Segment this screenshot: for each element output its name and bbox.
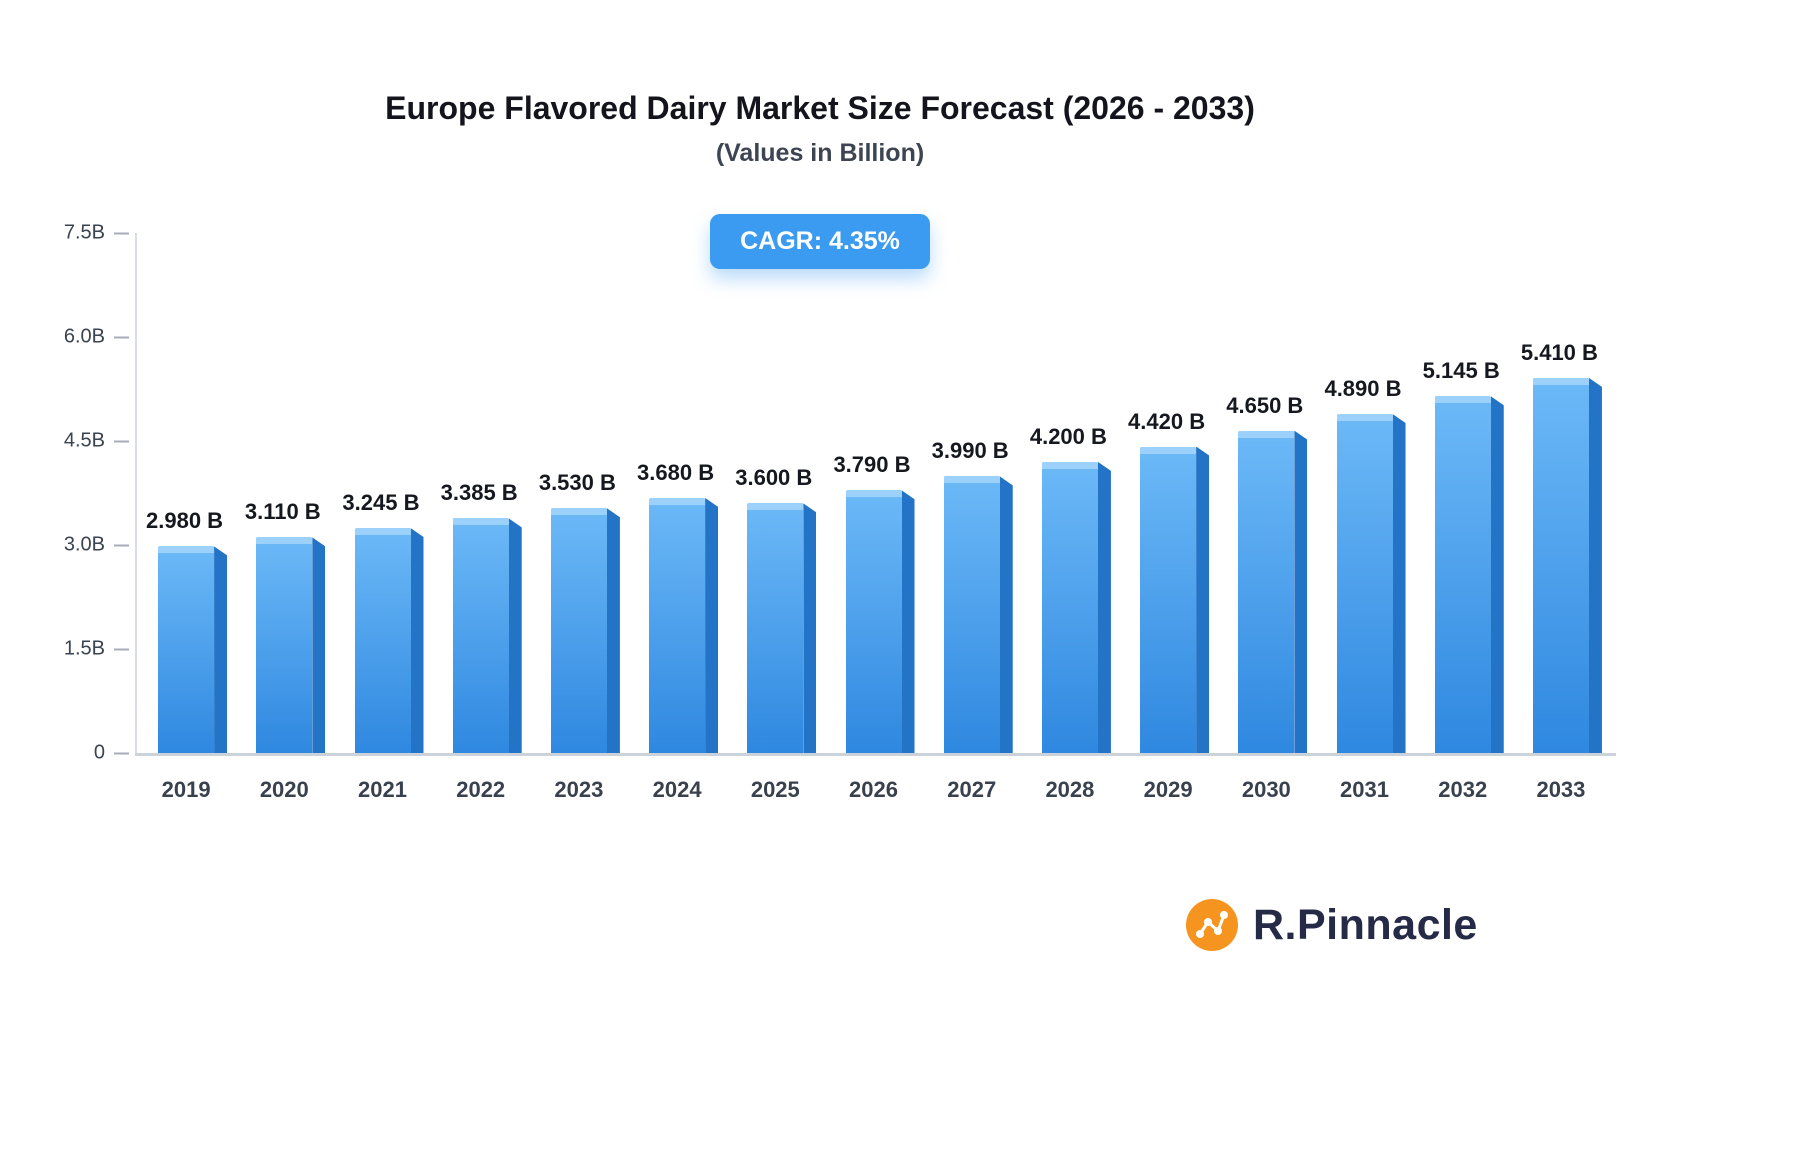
x-tick-label: 2027 (947, 777, 997, 802)
bar-cell: 3.790 B 2026 (824, 233, 922, 802)
x-tick-label: 2022 (456, 777, 506, 802)
bar-cell: 4.200 B 2028 (1021, 233, 1119, 802)
bar-value-label: 3.600 B (735, 465, 813, 491)
y-tick-mark (114, 752, 129, 754)
bar-2025 (747, 503, 804, 753)
bar-2026 (845, 490, 902, 753)
bar-2033 (1532, 377, 1589, 753)
y-tick-label: 3.0B (64, 534, 129, 557)
chart-canvas: Europe Flavored Dairy Market Size Foreca… (30, 0, 1616, 802)
x-tick-label: 2019 (161, 777, 211, 802)
bar-cell: 4.890 B 2031 (1315, 233, 1413, 802)
x-tick-label: 2023 (554, 777, 604, 802)
bar-top-face (1238, 430, 1295, 438)
bar-cell: 3.680 B 2024 (628, 233, 726, 802)
bar-value-label: 4.650 B (1226, 392, 1304, 418)
bar-cell: 3.110 B 2020 (235, 233, 333, 802)
bar-value-label: 5.410 B (1520, 339, 1598, 365)
y-tick-label: 7.5B (64, 222, 129, 245)
bar-top-face (649, 497, 706, 505)
y-tick-label: 4.5B (64, 430, 129, 453)
bar-value-label: 3.385 B (440, 480, 518, 506)
bar-top-face (550, 508, 607, 516)
bar-value-label: 5.145 B (1422, 358, 1500, 384)
y-tick-label: 1.5B (64, 638, 129, 661)
y-tick-mark (114, 232, 129, 234)
bar-2020 (256, 537, 313, 753)
bar-2022 (452, 518, 509, 753)
y-tick-mark (114, 544, 129, 546)
bar-2031 (1336, 413, 1393, 753)
bar-cell: 3.600 B 2025 (726, 233, 824, 802)
bar-2030 (1238, 430, 1295, 753)
bar-top-face (354, 528, 411, 536)
bar-cell: 5.145 B 2032 (1414, 233, 1512, 802)
bar-cell: 4.650 B 2030 (1217, 233, 1315, 802)
chart-title: Europe Flavored Dairy Market Size Foreca… (385, 90, 1255, 126)
bar-cell: 3.990 B 2027 (923, 233, 1021, 802)
x-tick-label: 2033 (1536, 777, 1586, 802)
bar-chart: 0 1.5B 3.0B 4.5B 6.0B 7.5B 2.980 B 2019 3.110 B… (30, 222, 1616, 802)
y-tick-label: 6.0B (64, 326, 129, 349)
bar-2023 (550, 508, 607, 753)
bar-value-label: 2.980 B (146, 508, 224, 534)
y-tick-mark (114, 336, 129, 338)
brand-icon (1186, 899, 1238, 951)
bar-top-face (1434, 396, 1491, 404)
x-tick-label: 2020 (259, 777, 309, 802)
x-tick-label: 2028 (1045, 777, 1095, 802)
bar-cell: 5.410 B 2033 (1512, 233, 1610, 802)
bar-value-label: 4.890 B (1324, 375, 1402, 401)
bar-2019 (158, 546, 215, 753)
bar-cell: 2.980 B 2019 (137, 233, 235, 802)
bar-top-face (1336, 413, 1393, 421)
bar-top-face (1532, 377, 1589, 385)
bar-value-label: 3.680 B (637, 459, 715, 485)
x-tick-label: 2021 (358, 777, 407, 802)
y-axis: 0 1.5B 3.0B 4.5B 6.0B 7.5B (30, 222, 135, 764)
bar-top-face (1140, 446, 1197, 454)
bar-2024 (649, 497, 706, 753)
bar-2032 (1434, 396, 1491, 753)
bar-2029 (1140, 446, 1197, 753)
bar-top-face (747, 503, 804, 511)
y-tick-mark (114, 440, 129, 442)
bar-2028 (1041, 461, 1098, 753)
x-tick-label: 2031 (1340, 777, 1390, 802)
bar-value-label: 3.990 B (931, 438, 1009, 464)
bar-2027 (943, 476, 1000, 753)
x-axis-line (135, 753, 1616, 756)
cagr-badge: CAGR: 4.35% (710, 214, 930, 269)
bar-cell: 3.385 B 2022 (432, 233, 530, 802)
bars-container: 2.980 B 2019 3.110 B 2020 3.245 B 2021 3.385 B… (137, 233, 1610, 802)
bar-top-face (256, 537, 313, 545)
bar-value-label: 3.790 B (833, 452, 911, 478)
bar-top-face (158, 546, 215, 554)
bar-2021 (354, 528, 411, 753)
x-tick-label: 2026 (849, 777, 898, 802)
bar-value-label: 3.110 B (244, 499, 321, 525)
bar-top-face (845, 490, 902, 498)
x-tick-label: 2029 (1143, 777, 1193, 802)
brand-logo: R.Pinnacle (1185, 898, 1478, 952)
bar-cell: 4.420 B 2029 (1119, 233, 1217, 802)
bar-cell: 3.530 B 2023 (530, 233, 628, 802)
bar-cell: 3.245 B 2021 (333, 233, 431, 802)
bar-top-face (1041, 461, 1098, 469)
x-tick-label: 2025 (750, 777, 800, 802)
bar-value-label: 3.245 B (342, 490, 420, 516)
chart-subtitle: (Values in Billion) (715, 139, 925, 167)
x-tick-label: 2030 (1241, 777, 1291, 802)
bar-value-label: 4.200 B (1029, 423, 1107, 449)
brand-name: R.Pinnacle (1253, 900, 1478, 949)
y-tick-label: 0 (94, 742, 129, 765)
bar-value-label: 3.530 B (538, 470, 616, 496)
bar-top-face (452, 518, 509, 526)
bar-top-face (943, 476, 1000, 484)
y-tick-mark (114, 648, 129, 650)
plot-area: 2.980 B 2019 3.110 B 2020 3.245 B 2021 3.385 B… (135, 233, 1616, 802)
x-tick-label: 2024 (652, 777, 702, 802)
bar-value-label: 4.420 B (1128, 408, 1206, 434)
x-tick-label: 2032 (1438, 777, 1488, 802)
